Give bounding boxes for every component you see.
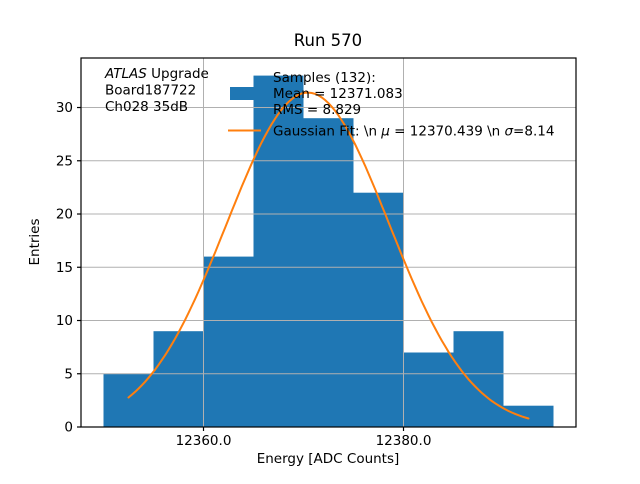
histogram-bar <box>203 256 254 427</box>
legend-swatch-samples <box>230 87 259 100</box>
legend-sigma-symbol: σ <box>504 124 513 140</box>
legend: Samples (132): Mean = 12371.083 RMS = 8.… <box>228 70 554 140</box>
y-tick-label: 20 <box>56 207 73 223</box>
x-tick-label: 12360.0 <box>176 433 232 449</box>
y-axis-label: Entries <box>27 218 43 265</box>
legend-gaussian-post: =8.14 <box>513 124 554 140</box>
histogram-bar <box>353 192 404 427</box>
chart-title: Run 570 <box>294 31 362 50</box>
y-tick-label: 0 <box>64 420 73 436</box>
axis-ticks: 12360.0 12380.0 0 5 10 15 20 25 30 <box>56 100 432 449</box>
annotation-line-1: ATLAS Upgrade <box>104 66 209 82</box>
legend-gaussian-mid: = 12370.439 \n <box>390 124 505 140</box>
legend-gaussian-label: Gaussian Fit: \n μ = 12370.439 \n σ=8.14 <box>273 124 554 140</box>
x-axis-label: Energy [ADC Counts] <box>257 451 400 467</box>
histogram-bar <box>303 118 354 427</box>
gaussian-fit-curve <box>127 91 530 420</box>
annotation-upgrade: Upgrade <box>147 66 209 82</box>
gridlines <box>81 58 576 427</box>
y-tick-label: 25 <box>56 153 73 169</box>
legend-samples-line-2: Mean = 12371.083 <box>273 86 403 102</box>
y-tick-label: 5 <box>64 366 73 382</box>
x-tick-label: 12380.0 <box>376 433 432 449</box>
histogram-bar <box>403 352 454 427</box>
annotation-line-3: Ch028 35dB <box>105 99 188 115</box>
y-tick-label: 15 <box>56 260 73 276</box>
legend-samples-line-1: Samples (132): <box>273 70 376 86</box>
legend-samples-line-3: RMS = 8.829 <box>273 102 361 118</box>
histogram-bars <box>103 75 554 427</box>
y-tick-label: 30 <box>56 100 73 116</box>
annotation-atlas-italic: ATLAS <box>104 66 147 82</box>
legend-mu-symbol: μ <box>380 124 390 140</box>
legend-gaussian-pre: Gaussian Fit: \n <box>273 124 381 140</box>
histogram-bar <box>453 331 504 427</box>
plot-frame <box>80 57 577 428</box>
annotation-block: ATLAS Upgrade Board187722 Ch028 35dB <box>104 66 209 115</box>
y-tick-label: 10 <box>56 313 73 329</box>
histogram-bar <box>153 331 204 427</box>
histogram-bar <box>253 75 304 427</box>
histogram-bar <box>503 405 554 427</box>
annotation-line-2: Board187722 <box>105 83 196 99</box>
